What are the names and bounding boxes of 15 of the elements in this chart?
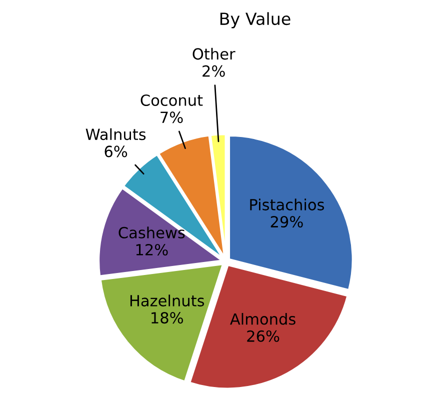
data-label: 18% bbox=[152, 312, 184, 324]
data-label: 7% bbox=[160, 112, 183, 124]
slice-label: Cashews bbox=[118, 226, 185, 238]
chart-title: By Value bbox=[220, 12, 290, 28]
slice-label: Pistachios bbox=[250, 198, 324, 210]
data-label: 12% bbox=[136, 244, 168, 256]
data-label: 6% bbox=[104, 146, 128, 158]
data-label: 29% bbox=[270, 216, 303, 228]
slice-label: Coconut bbox=[140, 94, 203, 106]
data-label: 26% bbox=[247, 330, 280, 342]
slice-label: Other bbox=[192, 48, 236, 60]
slice-label: Walnuts bbox=[86, 128, 146, 140]
slice-label: Hazelnuts bbox=[130, 294, 204, 306]
data-label: 2% bbox=[202, 65, 225, 77]
slice-label: Almonds bbox=[230, 312, 296, 325]
